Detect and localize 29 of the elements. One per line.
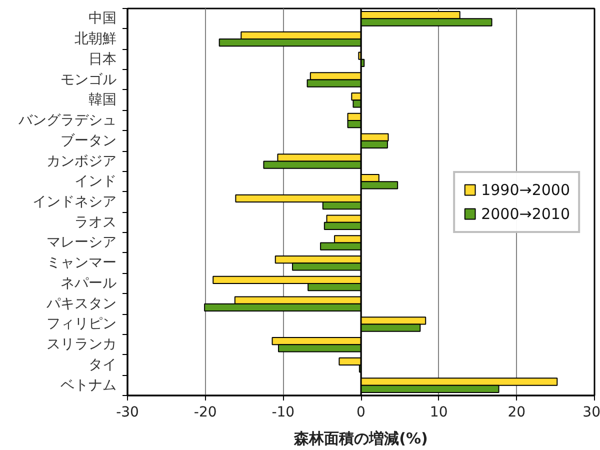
legend-label: 1990→2000 [481,180,570,198]
y-tick-label: バングラデシュ [18,112,116,129]
y-tick-label: ラオス [74,214,116,230]
y-tick-label: スリランカ [46,336,116,353]
y-tick-label: タイ [88,356,116,373]
y-tick-label: フィリピン [46,316,116,332]
y-tick-label: ネパール [60,275,116,292]
x-tick-label: 20 [508,404,526,420]
y-tick-label: インドネシア [32,194,116,210]
y-tick-label: インド [74,174,116,190]
x-tick-label: -20 [194,404,217,420]
y-tick-label: 日本 [88,51,116,68]
y-tick-label: パキスタン [46,296,116,312]
y-tick-label: 中国 [88,10,116,27]
x-axis-title: 森林面積の増減(%) [293,430,428,448]
y-tick-label: ブータン [60,132,116,149]
y-tick-label: カンボジア [46,153,116,170]
y-tick-label: 北朝鮮 [74,31,116,48]
y-tick-label: モンゴル [60,72,116,88]
y-tick-label: ミャンマー [46,255,116,272]
legend-label: 2000→2010 [481,204,570,222]
y-tick-label: マレーシア [46,234,116,251]
x-tick-label: 0 [356,404,366,420]
x-tick-label: 30 [582,404,600,420]
x-tick-label: -30 [116,404,139,420]
y-tick-label: 韓国 [88,92,116,108]
x-tick-label: 10 [430,404,448,420]
x-tick-label: -10 [272,404,295,420]
y-tick-label: ベトナム [60,377,116,394]
